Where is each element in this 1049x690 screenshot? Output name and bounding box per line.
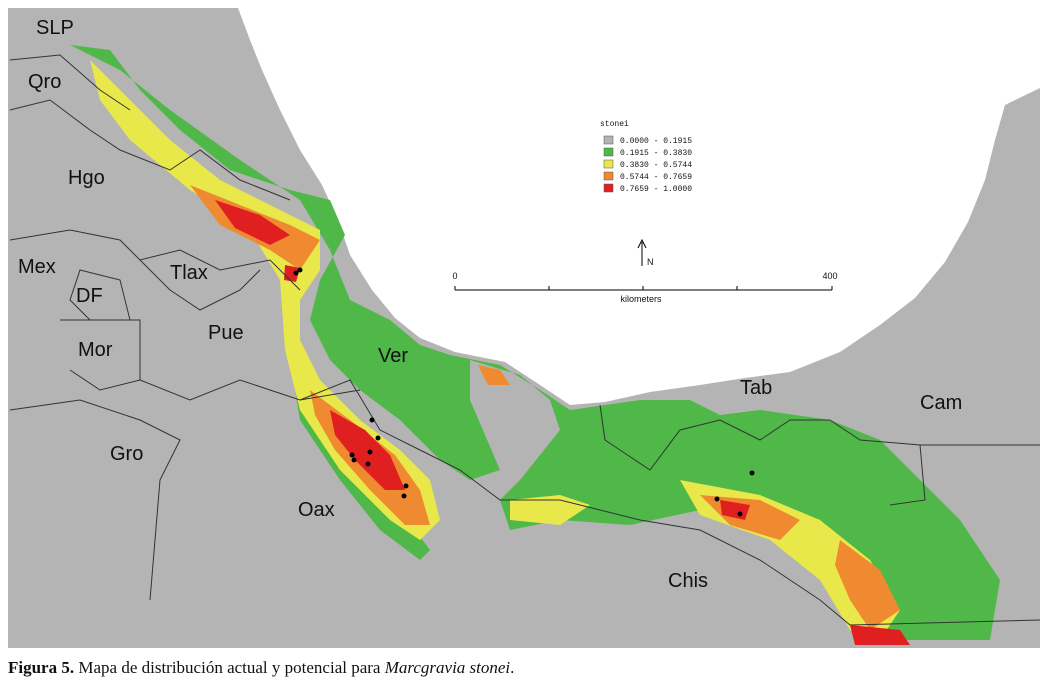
scale-start: 0 bbox=[452, 271, 457, 281]
scale-unit: kilometers bbox=[620, 294, 662, 304]
state-label: Tab bbox=[740, 377, 772, 399]
state-label: Tlax bbox=[170, 262, 208, 284]
legend-swatch bbox=[603, 147, 614, 157]
state-borders bbox=[9, 54, 1041, 626]
state-label: Pue bbox=[208, 322, 244, 344]
legend-swatch bbox=[603, 159, 614, 169]
state-label: DF bbox=[76, 285, 103, 307]
state-label: Qro bbox=[28, 71, 61, 93]
state-label: Chis bbox=[668, 570, 708, 592]
legend-label: 0.3830 - 0.5744 bbox=[620, 161, 692, 170]
state-label: Ver bbox=[378, 345, 408, 367]
legend-label: 0.7659 - 1.0000 bbox=[620, 185, 692, 194]
state-label: Mex bbox=[18, 256, 56, 278]
occurrence-points bbox=[293, 267, 755, 517]
state-label: Oax bbox=[298, 499, 335, 521]
north-label: N bbox=[647, 257, 654, 267]
caption-species: Marcgravia stonei bbox=[384, 658, 511, 677]
suitability-areas bbox=[70, 45, 1000, 645]
state-labels: SLP Qro Hgo Mex DF Tlax Mor Pue Ver Gro Oax Tab Cam C… bbox=[18, 17, 962, 592]
state-label: SLP bbox=[36, 17, 74, 39]
scale-ticks bbox=[454, 286, 833, 290]
legend: stonei 0.0000 - 0.1915 0.1915 - 0.3830 0.3… bbox=[600, 120, 692, 194]
legend-label: 0.1915 - 0.3830 bbox=[620, 149, 692, 158]
legend-label: 0.5744 - 0.7659 bbox=[620, 173, 692, 182]
legend-swatch bbox=[603, 171, 614, 181]
north-arrow: N bbox=[637, 238, 654, 267]
state-label: Mor bbox=[78, 339, 113, 361]
legend-title: stonei bbox=[600, 120, 629, 129]
caption-text: Mapa de distribución actual y potencial … bbox=[78, 658, 381, 677]
legend-swatch bbox=[603, 135, 614, 145]
scale-bar: 0 400 kilometers bbox=[452, 271, 837, 304]
scale-end: 400 bbox=[822, 271, 837, 281]
map: SLP Qro Hgo Mex DF Tlax Mor Pue Ver Gro Oax Tab Cam C… bbox=[8, 8, 1041, 648]
caption-label: Figura 5. bbox=[8, 658, 75, 677]
caption-end: . bbox=[510, 658, 515, 677]
legend-swatch bbox=[603, 183, 614, 193]
state-label: Cam bbox=[920, 392, 962, 414]
state-label: Gro bbox=[110, 443, 143, 465]
legend-label: 0.0000 - 0.1915 bbox=[620, 137, 692, 146]
caption: Figura 5. Mapa de distribución actual y … bbox=[8, 658, 514, 678]
sea bbox=[238, 8, 1040, 405]
state-label: Hgo bbox=[68, 167, 105, 189]
